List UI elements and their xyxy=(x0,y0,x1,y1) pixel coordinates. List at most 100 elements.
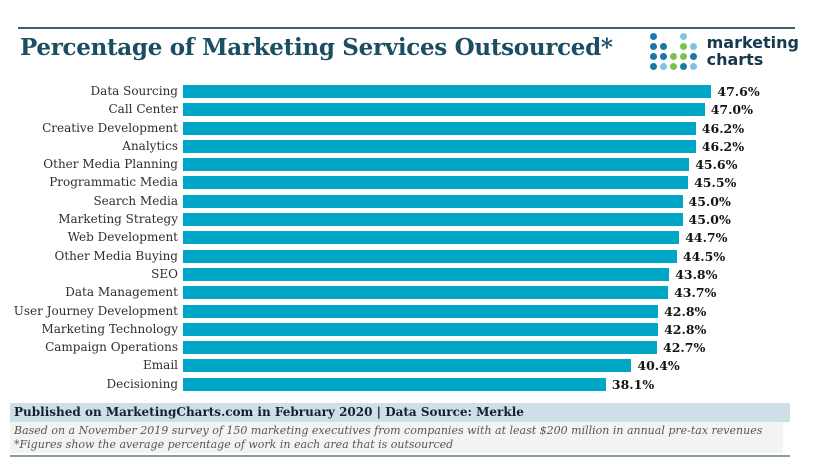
bar-row: Analytics 46.2% xyxy=(0,138,813,154)
bar xyxy=(183,249,677,263)
bar-track: 38.1% xyxy=(183,376,813,392)
bar xyxy=(183,341,657,355)
bar-track: 45.5% xyxy=(183,175,813,191)
bar-row: Search Media 45.0% xyxy=(0,193,813,209)
bar xyxy=(183,267,670,281)
bar-label: Other Media Planning xyxy=(43,157,178,172)
bar-track: 45.0% xyxy=(183,193,813,209)
bar xyxy=(183,304,659,318)
bar-value: 46.2% xyxy=(701,120,745,136)
bar-value: 43.7% xyxy=(674,285,717,301)
bar-row: Campaign Operations 42.7% xyxy=(0,340,813,356)
logo-dot xyxy=(650,32,658,40)
bar-row: Programmatic Media 45.5% xyxy=(0,175,813,191)
bar-label: Call Center xyxy=(108,102,179,117)
bottom-divider xyxy=(10,455,790,457)
bar-row: Decisioning 38.1% xyxy=(0,376,813,392)
bar-track: 43.7% xyxy=(183,285,813,301)
bar xyxy=(183,121,696,135)
bar xyxy=(183,377,606,391)
bar xyxy=(183,286,669,300)
bar xyxy=(183,176,689,190)
bar xyxy=(183,85,712,98)
bar xyxy=(183,213,683,227)
bar-label: Search Media xyxy=(93,193,178,208)
bar-value: 45.6% xyxy=(695,157,738,173)
logo-dot xyxy=(650,42,658,50)
bar-label: Analytics xyxy=(122,138,178,153)
logo-dots-icon xyxy=(649,31,699,71)
bar xyxy=(183,158,690,172)
logo-dot-empty xyxy=(660,33,667,40)
logo-dot-empty xyxy=(670,33,677,40)
bar-label: Email xyxy=(143,358,178,373)
bar-track: 42.7% xyxy=(183,340,813,356)
logo-wordmark: marketing charts xyxy=(707,34,799,68)
logo-dot xyxy=(690,62,698,70)
bar-value: 42.8% xyxy=(664,321,707,337)
footnote-figures: *Figures show the average percentage of … xyxy=(14,438,454,451)
bar-label: Campaign Operations xyxy=(45,340,178,355)
bar-track: 47.0% xyxy=(183,103,813,117)
logo-word-line1: marketing xyxy=(706,33,799,52)
logo-word-line2: charts xyxy=(706,50,764,69)
logo-dot xyxy=(660,42,668,50)
bar-label: Web Development xyxy=(67,230,178,245)
bar-label: Creative Development xyxy=(42,120,178,135)
bar-value: 46.2% xyxy=(701,138,745,154)
bar xyxy=(183,194,683,208)
bar-row: Email 40.4% xyxy=(0,358,813,374)
bar-value: 45.0% xyxy=(688,212,731,228)
logo-dot xyxy=(690,52,698,60)
bar xyxy=(183,231,680,245)
bar-row: SEO 43.8% xyxy=(0,266,813,282)
logo-dot xyxy=(680,42,688,50)
logo-dot xyxy=(670,62,678,70)
bar-row: Web Development 44.7% xyxy=(0,230,813,246)
bar xyxy=(183,359,632,373)
bar-track: 47.6% xyxy=(183,85,813,98)
bar-row: Data Sourcing 47.6% xyxy=(0,85,813,98)
bar-value: 43.8% xyxy=(675,266,718,282)
marketingcharts-logo: marketing charts xyxy=(649,31,799,71)
bar-label: Marketing Technology xyxy=(41,321,178,336)
bar-value: 44.5% xyxy=(682,248,726,264)
bar-value: 42.8% xyxy=(664,303,707,319)
logo-dot xyxy=(660,62,668,70)
bar-label: Marketing Strategy xyxy=(58,212,178,227)
bar-row: Call Center 47.0% xyxy=(0,102,813,117)
bar-track: 42.8% xyxy=(183,321,813,337)
bar-label: Decisioning xyxy=(106,376,178,391)
bar-label: User Journey Development xyxy=(13,303,178,318)
logo-dot-empty xyxy=(690,33,697,40)
bar-label: Other Media Buying xyxy=(54,248,179,263)
bar-value: 45.5% xyxy=(694,175,737,191)
bar-track: 40.4% xyxy=(183,358,813,374)
logo-dot xyxy=(690,42,698,50)
bar-row: Other Media Buying 44.5% xyxy=(0,248,813,264)
bar xyxy=(183,103,705,117)
bar-track: 44.5% xyxy=(183,248,813,264)
published-line: Published on MarketingCharts.com in Febr… xyxy=(10,403,790,422)
bar-value: 42.7% xyxy=(663,340,706,356)
bar-track: 44.7% xyxy=(183,230,813,246)
bar-track: 46.2% xyxy=(183,120,813,136)
bar xyxy=(183,322,659,336)
bar-value: 45.0% xyxy=(688,193,731,209)
page-title: Percentage of Marketing Services Outsour… xyxy=(20,34,613,61)
logo-dot-empty xyxy=(670,43,677,50)
bar-row: Other Media Planning 45.6% xyxy=(0,157,813,173)
bar-label: Data Sourcing xyxy=(90,84,178,98)
bar-value: 44.7% xyxy=(685,230,728,246)
bar-label: Data Management xyxy=(65,285,178,300)
bar-value: 38.1% xyxy=(611,376,655,392)
logo-dot xyxy=(650,62,658,70)
footnote-survey: Based on a November 2019 survey of 150 m… xyxy=(14,424,763,437)
bar-label: SEO xyxy=(151,266,178,281)
bar-row: Data Management 43.7% xyxy=(0,285,813,301)
bar-track: 45.6% xyxy=(183,157,813,173)
bar-chart: Data Sourcing 47.6% Call Center 47.0% Cr… xyxy=(0,85,813,396)
logo-dot xyxy=(680,32,688,40)
bar-value: 40.4% xyxy=(637,358,680,374)
bar-label: Programmatic Media xyxy=(49,175,178,190)
